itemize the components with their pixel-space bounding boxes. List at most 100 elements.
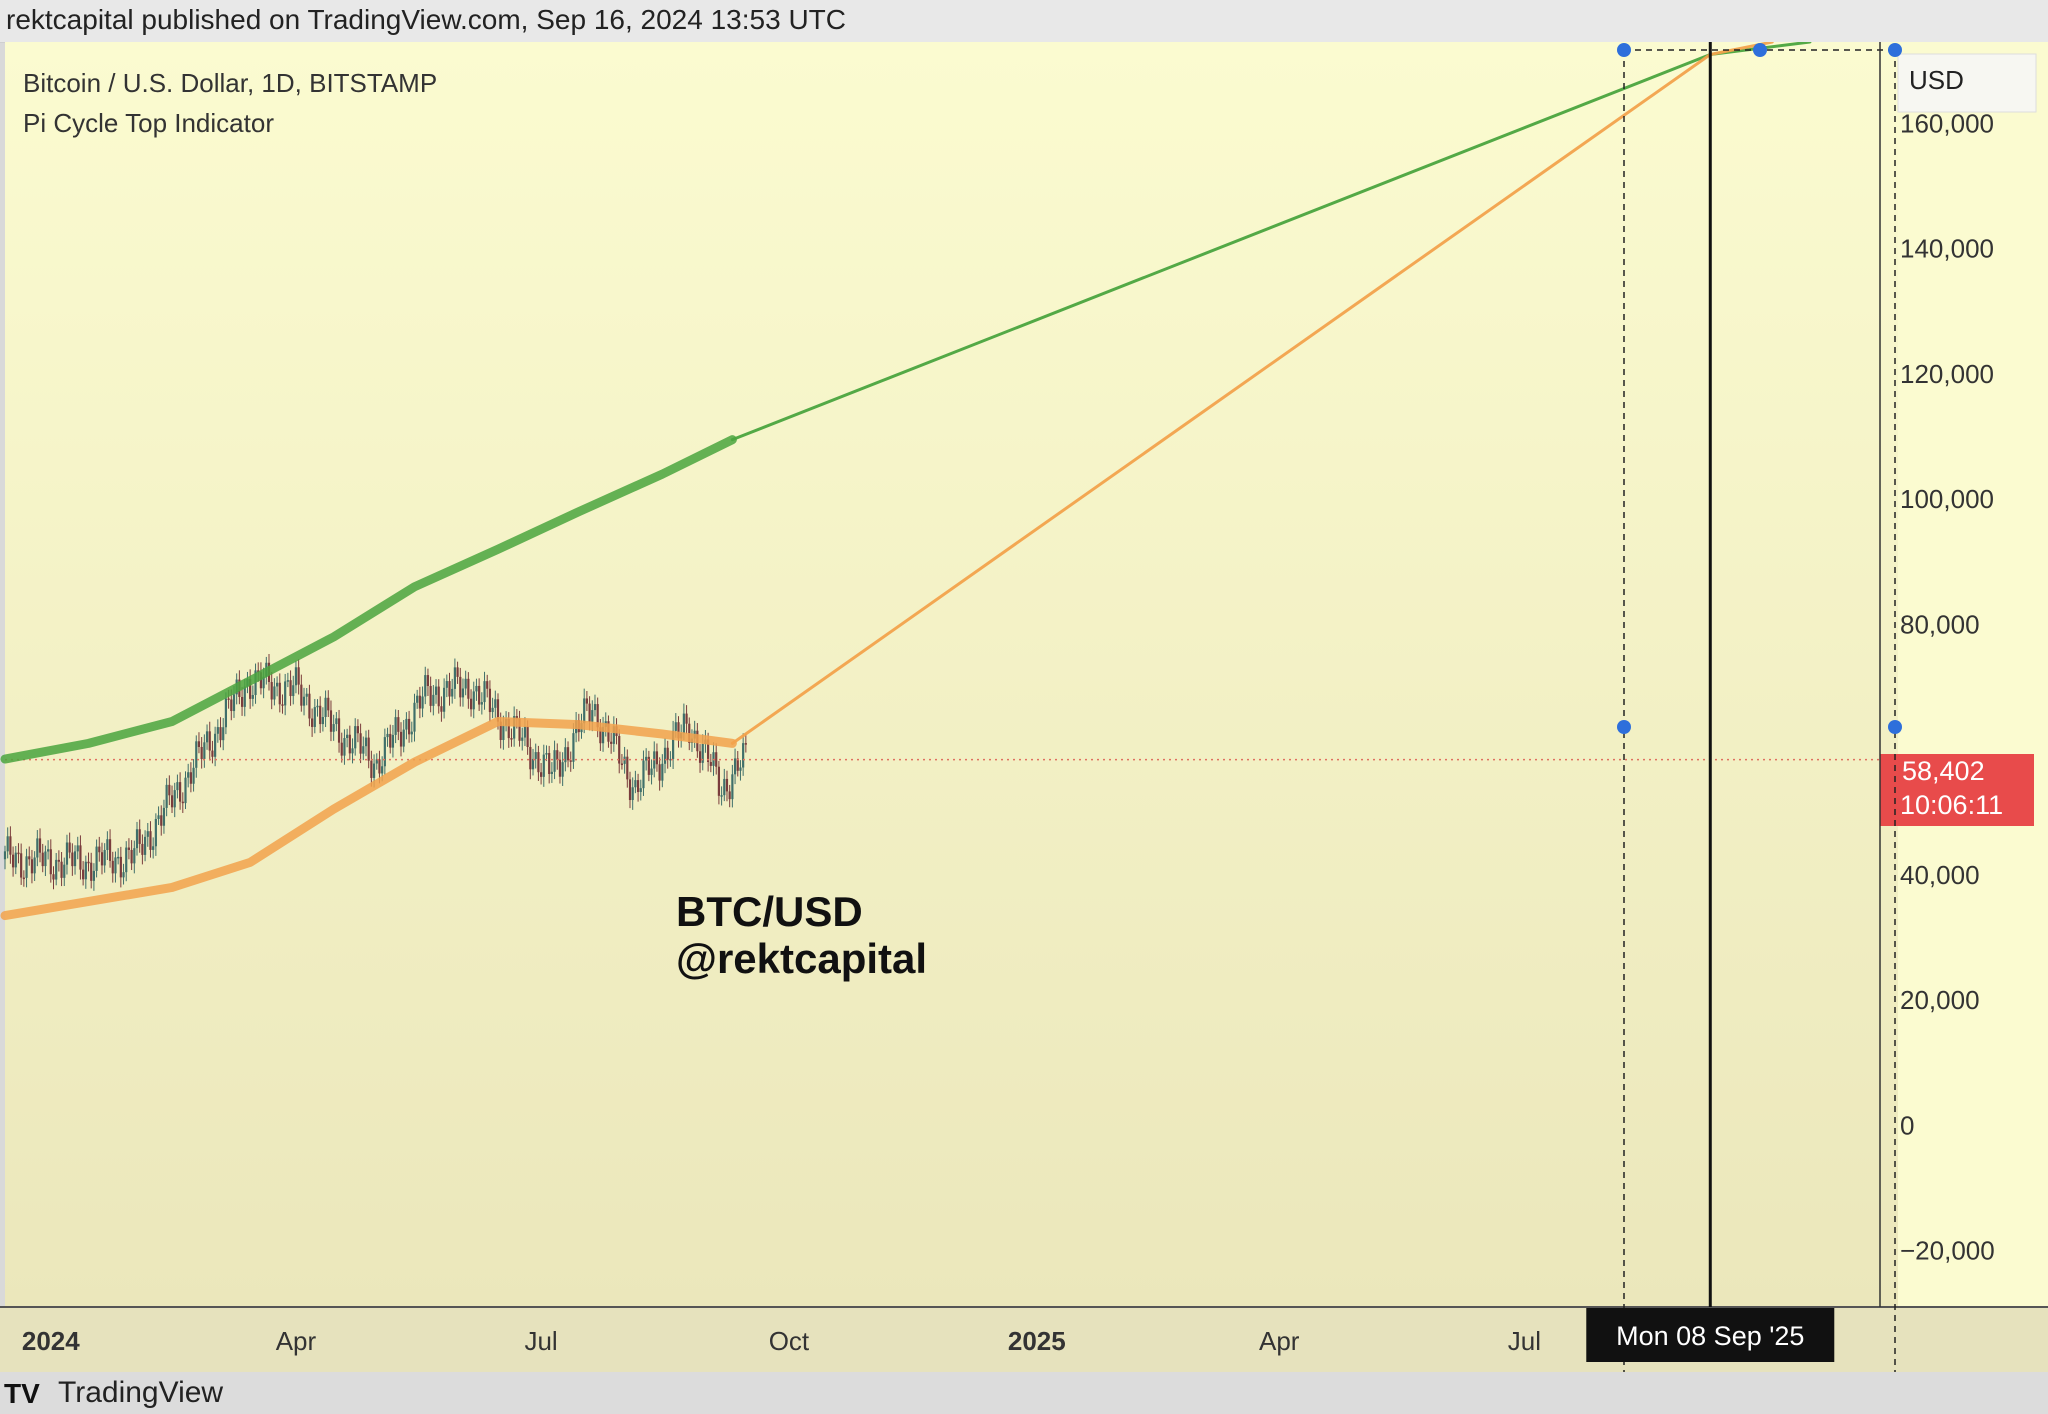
candle-body [381, 766, 384, 774]
candle-body [669, 758, 672, 761]
candle-body [539, 772, 543, 777]
candle-body [566, 747, 570, 761]
candle-body [49, 849, 52, 875]
candle-body [526, 726, 529, 747]
candle-body [270, 682, 273, 700]
candle-body [467, 678, 470, 699]
candle-body [294, 667, 298, 686]
candle-body [41, 852, 44, 867]
candle-body [515, 716, 518, 719]
candle-body [181, 801, 184, 804]
range-handle[interactable] [1888, 720, 1902, 734]
candle-body [537, 752, 540, 773]
candle-body [90, 862, 93, 881]
candle-body [240, 696, 244, 707]
candle-body [192, 767, 195, 784]
candle-body [534, 752, 537, 759]
candle-body [599, 727, 602, 744]
candle-body [553, 750, 556, 772]
candle-body [742, 743, 745, 768]
candle-body [278, 682, 281, 705]
candle-body [302, 696, 306, 706]
candle-body [459, 676, 462, 698]
y-tick-label: −20,000 [1900, 1236, 1995, 1266]
candle-body [731, 774, 734, 800]
candle-body [593, 704, 597, 711]
candle-body [356, 726, 360, 734]
candle-body [620, 763, 624, 766]
candle-body [73, 851, 77, 867]
candle-body [135, 829, 139, 849]
candle-body [224, 698, 228, 728]
candle-body [391, 734, 395, 748]
time-axis[interactable]: 2024 Apr Jul Oct 2025 Apr Jul [22, 1326, 1541, 1356]
candle-body [521, 737, 524, 741]
candle-body [30, 859, 34, 874]
range-handle[interactable] [1617, 720, 1631, 734]
range-handle[interactable] [1888, 43, 1902, 57]
candle-body [100, 852, 104, 866]
candle-body [119, 856, 122, 878]
y-tick-label: 40,000 [1900, 860, 1980, 890]
candle-body [47, 849, 50, 852]
candle-body [378, 759, 381, 774]
candle-body [87, 861, 90, 864]
candle-body [701, 743, 704, 763]
candle-body [429, 686, 432, 706]
candle-body [531, 758, 535, 770]
candle-body [744, 743, 747, 745]
candle-body [682, 713, 685, 734]
candle-body [397, 717, 400, 732]
range-handle[interactable] [1617, 43, 1631, 57]
candle-body [20, 853, 23, 878]
candle-body [176, 782, 179, 791]
candle-body [445, 681, 448, 688]
candle-body [292, 685, 295, 697]
candle-body [219, 727, 222, 741]
candle-body [340, 742, 343, 756]
candle-body [324, 697, 327, 718]
candle-body [402, 729, 405, 747]
candle-body [717, 766, 721, 796]
candle-body [9, 836, 12, 855]
candle-body [663, 747, 667, 764]
candle-body [173, 790, 176, 808]
candle-body [351, 748, 354, 754]
candle-body [111, 860, 114, 874]
candle-body [28, 856, 31, 860]
candle-body [343, 738, 346, 756]
candle-body [281, 704, 284, 706]
y-tick-label: 80,000 [1900, 609, 1980, 639]
candle-body [483, 681, 486, 703]
candle-body [709, 762, 712, 766]
tradingview-brand: TradingView [58, 1376, 224, 1409]
price-axis[interactable]: 160,000 140,000 120,000 100,000 80,000 40,000… [1900, 108, 1995, 1265]
candle-body [631, 787, 634, 801]
candle-body [707, 739, 710, 763]
date-range-selection[interactable] [1617, 42, 1902, 1372]
candle-body [416, 695, 419, 703]
candle-body [38, 838, 42, 853]
candle-body [133, 848, 136, 864]
candle-body [273, 686, 276, 700]
candle-body [184, 777, 187, 804]
watermark-author: @rektcapital [676, 935, 927, 982]
candle-body [71, 852, 74, 867]
candle-body [362, 746, 365, 754]
y-tick-label: 160,000 [1900, 108, 1994, 138]
candle-body [313, 707, 316, 727]
range-handle[interactable] [1753, 43, 1767, 57]
price-chart[interactable]: Bitcoin / U.S. Dollar, 1D, BITSTAMP Pi C… [0, 42, 2048, 1372]
candle-body [300, 684, 303, 706]
candle-body [672, 730, 675, 759]
candle-body [359, 733, 362, 754]
candle-body [149, 831, 152, 850]
x-tick-label: 2025 [1008, 1326, 1066, 1356]
candle-body [491, 707, 494, 713]
candle-body [52, 874, 55, 880]
usd-label[interactable]: USD [1897, 53, 2037, 113]
candle-body [187, 772, 190, 778]
candle-body [642, 760, 645, 789]
candle-body [60, 861, 63, 878]
candle-body [636, 780, 640, 792]
